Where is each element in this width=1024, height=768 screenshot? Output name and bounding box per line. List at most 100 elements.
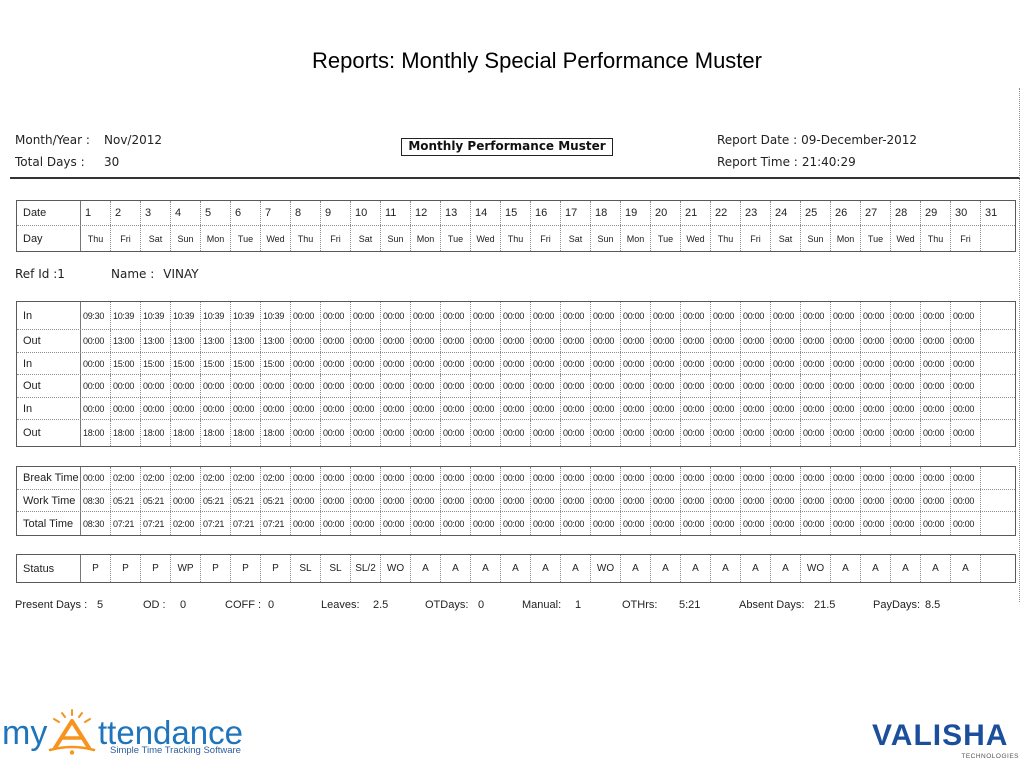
punch-row-3-in-cell-16: 00:00 [531, 353, 561, 374]
status-row-cell-20: A [651, 555, 681, 582]
summary-od: OD : 0 [143, 598, 186, 612]
punch-row-4-out-cell-6: 00:00 [231, 375, 261, 397]
punch-row-5-in-cell-19: 00:00 [621, 398, 651, 419]
summary-value: 0 [478, 599, 485, 611]
work-time-row-cell-12: 00:00 [411, 490, 441, 511]
punch-row-6-out-cell-3: 18:00 [141, 420, 171, 446]
punch-row-6-out-cell-28: 00:00 [891, 420, 921, 446]
total-time-row-cell-10: 00:00 [351, 512, 381, 535]
punch-row-2-out-cell-2: 13:00 [111, 330, 141, 352]
date-row-cell-20: 20 [651, 201, 681, 225]
status-row-cell-6: P [231, 555, 261, 582]
punch-row-6-out-cell-10: 00:00 [351, 420, 381, 446]
punch-row-4-out-cell-9: 00:00 [321, 375, 351, 397]
status-row-cell-25: WO [801, 555, 831, 582]
punch-row-4-out-cell-22: 00:00 [711, 375, 741, 397]
date-row-cell-22: 22 [711, 201, 741, 225]
month-year-value: Nov/2012 [104, 133, 163, 147]
summary-label: COFF : [225, 599, 262, 611]
break-time-row-cell-1: 00:00 [81, 467, 111, 489]
punch-row-2-out-cell-9: 00:00 [321, 330, 351, 352]
day-row-cell-3: Sat [141, 226, 171, 251]
punch-row-2-out-cell-17: 00:00 [561, 330, 591, 352]
punch-row-6-out-cell-4: 18:00 [171, 420, 201, 446]
punch-row-2-out-cell-12: 00:00 [411, 330, 441, 352]
work-time-row-cell-21: 00:00 [681, 490, 711, 511]
punch-row-4-out-cell-19: 00:00 [621, 375, 651, 397]
punch-row-5-in-cell-29: 00:00 [921, 398, 951, 419]
punch-row-2-out-cell-1: 00:00 [81, 330, 111, 352]
punch-row-2-out-cell-15: 00:00 [501, 330, 531, 352]
total-time-row-cell-13: 00:00 [441, 512, 471, 535]
punch-row-2-out-cell-19: 00:00 [621, 330, 651, 352]
punch-row-2-out-cell-13: 00:00 [441, 330, 471, 352]
summary-present-days: Present Days : 5 [15, 598, 103, 612]
report-time-value: 21:40:29 [801, 155, 856, 169]
summary-pay-days: PayDays: 8.5 [873, 598, 940, 612]
summary-label: OD : [143, 599, 166, 611]
date-row-cell-28: 28 [891, 201, 921, 225]
break-time-row-cell-10: 00:00 [351, 467, 381, 489]
day-row-cell-1: Thu [81, 226, 111, 251]
ref-id: Ref Id :1 [15, 267, 65, 281]
work-time-row-cell-18: 00:00 [591, 490, 621, 511]
work-time-row-cell-2: 05:21 [111, 490, 141, 511]
punch-row-3-in-cell-1: 00:00 [81, 353, 111, 374]
report-date: Report Date :09-December-2012 [717, 133, 917, 147]
total-time-row-cell-5: 07:21 [201, 512, 231, 535]
punch-row-5-in-cell-14: 00:00 [471, 398, 501, 419]
summary-leaves: Leaves: 2.5 [321, 598, 388, 612]
punch-row-3-in-cell-29: 00:00 [921, 353, 951, 374]
total-time-row-cell-11: 00:00 [381, 512, 411, 535]
work-time-row-cell-30: 00:00 [951, 490, 981, 511]
date-row-cell-19: 19 [621, 201, 651, 225]
punch-row-2-out-cell-11: 00:00 [381, 330, 411, 352]
total-time-row-cell-25: 00:00 [801, 512, 831, 535]
summary-value: 21.5 [814, 599, 836, 611]
punch-row-3-in-cell-7: 15:00 [261, 353, 291, 374]
total-time-row-cell-16: 00:00 [531, 512, 561, 535]
punch-row-5-in-cell-21: 00:00 [681, 398, 711, 419]
punch-row-5-in-cell-16: 00:00 [531, 398, 561, 419]
punch-row-5-in-cell-1: 00:00 [81, 398, 111, 419]
punch-row-5-in-cell-13: 00:00 [441, 398, 471, 419]
punch-row-3-in-cell-17: 00:00 [561, 353, 591, 374]
punch-row-1-in-cell-17: 00:00 [561, 302, 591, 329]
punch-row-5-in-cell-30: 00:00 [951, 398, 981, 419]
total-days: Total Days : 30 [15, 155, 119, 169]
day-row-cell-8: Thu [291, 226, 321, 251]
day-row-cell-13: Tue [441, 226, 471, 251]
work-time-row-cell-8: 00:00 [291, 490, 321, 511]
total-time-row-cell-9: 00:00 [321, 512, 351, 535]
day-row-cell-16: Fri [531, 226, 561, 251]
status-row-cell-12: A [411, 555, 441, 582]
punch-row-4-out-cell-28: 00:00 [891, 375, 921, 397]
work-time-row-cell-10: 00:00 [351, 490, 381, 511]
summary-value: 5 [97, 599, 104, 611]
punch-row-3-in-cell-8: 00:00 [291, 353, 321, 374]
punch-row-1-in-cell-15: 00:00 [501, 302, 531, 329]
break-time-row-cell-2: 02:00 [111, 467, 141, 489]
date-row-cell-4: 4 [171, 201, 201, 225]
total-time-row-cell-19: 00:00 [621, 512, 651, 535]
punch-row-6-out-cell-30: 00:00 [951, 420, 981, 446]
day-row-cell-25: Sun [801, 226, 831, 251]
punch-row-1-in-cell-18: 00:00 [591, 302, 621, 329]
punch-row-4-out-cell-29: 00:00 [921, 375, 951, 397]
status-row-cell-26: A [831, 555, 861, 582]
status-row-cell-4: WP [171, 555, 201, 582]
report-date-value: 09-December-2012 [801, 133, 918, 147]
punch-row-5-in-cell-4: 00:00 [171, 398, 201, 419]
break-time-row-cell-7: 02:00 [261, 467, 291, 489]
punch-row-2-out-cell-3: 13:00 [141, 330, 171, 352]
day-row-cell-17: Sat [561, 226, 591, 251]
punch-row-5-in-cell-23: 00:00 [741, 398, 771, 419]
punch-row-4-out-cell-24: 00:00 [771, 375, 801, 397]
punch-row-6-out-cell-13: 00:00 [441, 420, 471, 446]
status-row-label: Status [17, 555, 81, 582]
status-row-cell-28: A [891, 555, 921, 582]
punch-row-2-out-cell-22: 00:00 [711, 330, 741, 352]
day-row-cell-12: Mon [411, 226, 441, 251]
punch-row-3-in: In 00:00 15:00 15:00 15:00 15:00 15:00 15:00 00:… [17, 353, 1015, 375]
punch-row-1-in-cell-6: 10:39 [231, 302, 261, 329]
